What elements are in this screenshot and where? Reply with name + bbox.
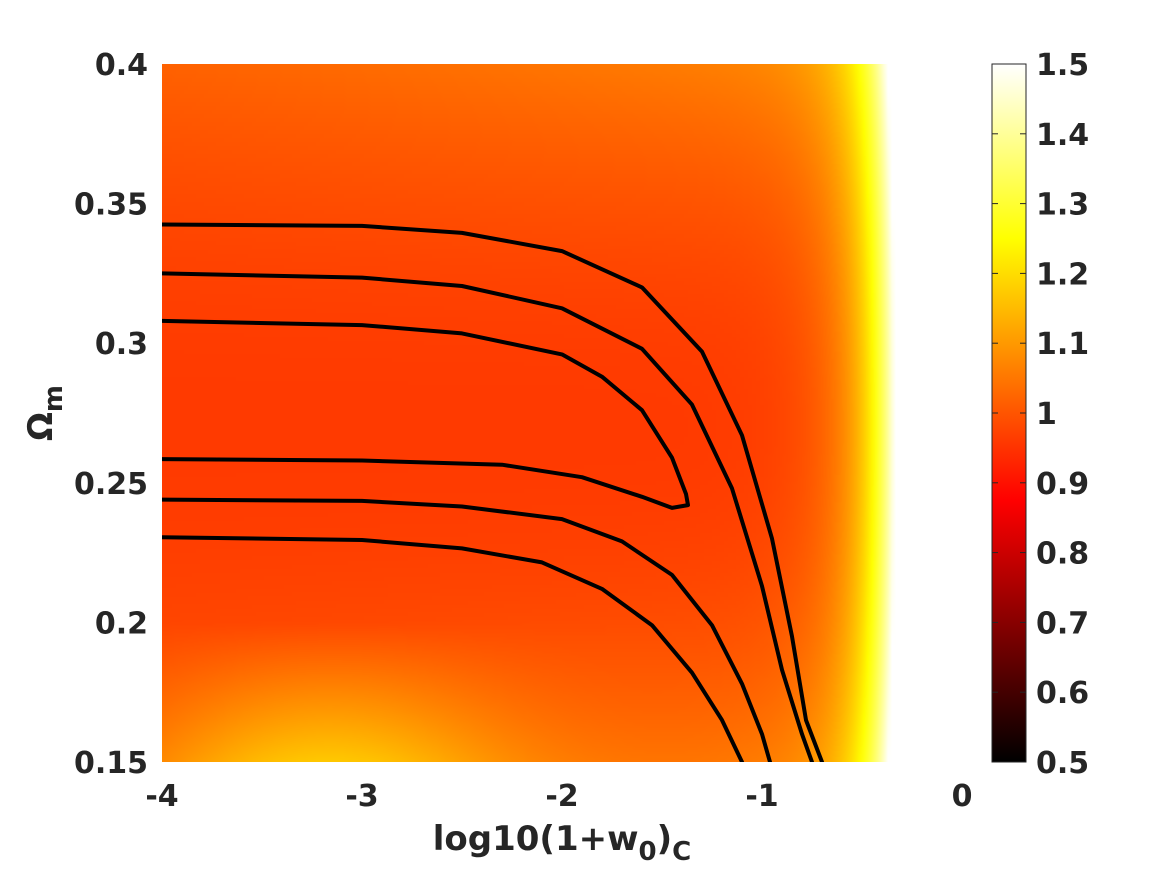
y-axis-ticks: 0.15 0.2 0.25 0.3 0.35 0.4 — [74, 48, 148, 781]
colorbar-ticks: 0.5 0.6 0.7 0.8 0.9 1 1.1 1.2 1.3 1.4 1.5 — [992, 48, 1089, 781]
contour-lines — [162, 222, 824, 762]
contour-line-1 — [162, 222, 824, 762]
colorbar-tick-label: 1 — [1036, 397, 1057, 432]
x-axis-label: log10(1+w0)C — [433, 819, 692, 867]
colorbar-tick-label: 0.6 — [1036, 676, 1089, 711]
x-tick-label: -4 — [145, 779, 178, 814]
y-tick-label: 0.15 — [74, 746, 148, 781]
y-tick-label: 0.3 — [95, 327, 148, 362]
contour-line-4 — [162, 497, 772, 762]
y-tick-label: 0.35 — [74, 188, 148, 223]
colorbar-tick-label: 1.1 — [1036, 327, 1089, 362]
colorbar-tick-label: 0.8 — [1036, 537, 1089, 572]
heatmap-image — [162, 64, 962, 762]
contour-line-3 — [162, 318, 690, 510]
colorbar-tick-label: 1.4 — [1036, 118, 1089, 153]
colorbar: 0.5 0.6 0.7 0.8 0.9 1 1.1 1.2 1.3 1.4 1.5 — [991, 48, 1089, 781]
x-tick-label: 0 — [952, 779, 973, 814]
x-axis-label-mid: ) — [657, 819, 673, 859]
contour-line-5 — [162, 535, 744, 762]
y-tick-label: 0.25 — [74, 467, 148, 502]
y-axis-label: Ωm — [21, 385, 69, 441]
x-axis-label-sub1: 0 — [639, 837, 657, 867]
x-tick-label: -1 — [745, 779, 778, 814]
y-tick-label: 0.4 — [95, 48, 148, 83]
y-tick-label: 0.2 — [95, 606, 148, 641]
x-axis-ticks: -4 -3 -2 -1 0 — [145, 779, 972, 814]
contour-line-2 — [162, 271, 814, 762]
colorbar-tick-label: 1.2 — [1036, 257, 1089, 292]
colorbar-tick-label: 0.9 — [1036, 467, 1089, 502]
x-tick-label: -2 — [545, 779, 578, 814]
colorbar-tick-label: 1.3 — [1036, 188, 1089, 223]
colorbar-tick-label: 1.5 — [1036, 48, 1089, 83]
x-tick-label: -3 — [345, 779, 378, 814]
x-axis-label-sub2: C — [672, 837, 691, 867]
plot-area — [162, 64, 962, 762]
y-axis-label-sub: m — [39, 385, 69, 412]
colorbar-tick-label: 0.5 — [1036, 746, 1089, 781]
colorbar-tick-label: 0.7 — [1036, 606, 1089, 641]
